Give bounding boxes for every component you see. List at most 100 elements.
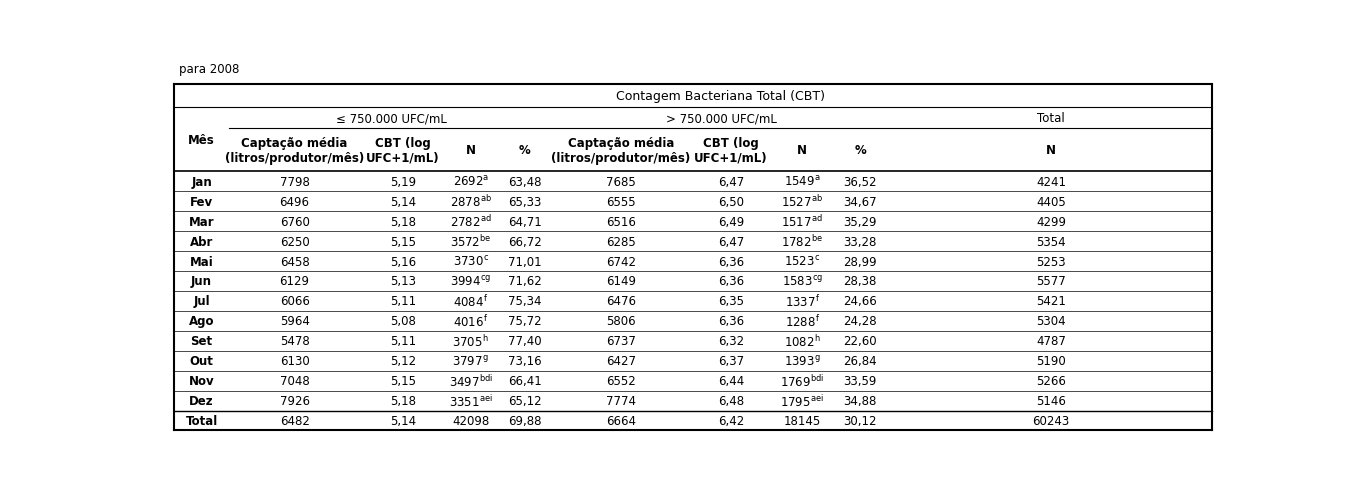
Text: Captação média
(litros/produtor/mês): Captação média (litros/produtor/mês) — [552, 137, 691, 164]
Text: Total: Total — [185, 414, 217, 427]
Text: 5,11: 5,11 — [390, 295, 415, 308]
Text: 24,28: 24,28 — [843, 315, 877, 327]
Text: 5,15: 5,15 — [390, 235, 415, 248]
Text: 3705$^{\mathregular{h}}$: 3705$^{\mathregular{h}}$ — [452, 333, 490, 349]
Text: 7685: 7685 — [606, 176, 635, 188]
Text: 64,71: 64,71 — [507, 215, 541, 228]
Text: 5,18: 5,18 — [390, 215, 415, 228]
Text: 5,14: 5,14 — [390, 195, 415, 208]
Text: 1769$^{\mathregular{bdi}}$: 1769$^{\mathregular{bdi}}$ — [780, 373, 824, 389]
Text: 1782$^{\mathregular{be}}$: 1782$^{\mathregular{be}}$ — [781, 234, 823, 249]
Text: 5,18: 5,18 — [390, 394, 415, 407]
Text: 6555: 6555 — [606, 195, 635, 208]
Text: 5,19: 5,19 — [390, 176, 415, 188]
Text: 42098: 42098 — [452, 414, 490, 427]
Text: Out: Out — [190, 354, 213, 367]
Text: 6742: 6742 — [606, 255, 635, 268]
Text: 1082$^{\mathregular{h}}$: 1082$^{\mathregular{h}}$ — [784, 333, 820, 349]
Text: %: % — [854, 144, 866, 157]
Text: 34,88: 34,88 — [843, 394, 877, 407]
Text: 6066: 6066 — [279, 295, 309, 308]
Text: 6516: 6516 — [606, 215, 635, 228]
Text: 6760: 6760 — [279, 215, 309, 228]
Text: 3730$^{\mathregular{c}}$: 3730$^{\mathregular{c}}$ — [453, 255, 488, 268]
Text: 6427: 6427 — [606, 354, 635, 367]
Text: Abr: Abr — [190, 235, 213, 248]
Text: 6,36: 6,36 — [718, 275, 745, 288]
Text: 6,37: 6,37 — [718, 354, 745, 367]
Text: 4405: 4405 — [1036, 195, 1066, 208]
Text: 71,62: 71,62 — [507, 275, 541, 288]
Text: 5,15: 5,15 — [390, 374, 415, 387]
Text: 5146: 5146 — [1036, 394, 1066, 407]
Text: 3994$^{\mathregular{cg}}$: 3994$^{\mathregular{cg}}$ — [451, 274, 491, 288]
Text: 1393$^{\mathregular{g}}$: 1393$^{\mathregular{g}}$ — [784, 354, 820, 368]
Text: 3572$^{\mathregular{be}}$: 3572$^{\mathregular{be}}$ — [451, 234, 491, 249]
Text: Nov: Nov — [189, 374, 214, 387]
Text: Set: Set — [190, 335, 213, 347]
Text: 2878$^{\mathregular{ab}}$: 2878$^{\mathregular{ab}}$ — [449, 194, 491, 210]
Text: 6,42: 6,42 — [718, 414, 745, 427]
Text: 6496: 6496 — [279, 195, 310, 208]
Text: 34,67: 34,67 — [843, 195, 877, 208]
Text: 5421: 5421 — [1036, 295, 1066, 308]
Text: 6130: 6130 — [279, 354, 309, 367]
Text: > 750.000 UFC/mL: > 750.000 UFC/mL — [666, 112, 777, 125]
Text: 5266: 5266 — [1036, 374, 1066, 387]
Text: 1549$^{\mathregular{a}}$: 1549$^{\mathregular{a}}$ — [784, 175, 820, 189]
Text: 75,34: 75,34 — [507, 295, 541, 308]
Text: 6,48: 6,48 — [718, 394, 745, 407]
Text: 66,72: 66,72 — [507, 235, 541, 248]
Text: 5806: 5806 — [606, 315, 635, 327]
Text: 6,47: 6,47 — [718, 235, 745, 248]
Text: 77,40: 77,40 — [507, 335, 541, 347]
Text: Total: Total — [1037, 112, 1064, 125]
Text: 1523$^{\mathregular{c}}$: 1523$^{\mathregular{c}}$ — [784, 255, 820, 268]
Text: 30,12: 30,12 — [843, 414, 877, 427]
Text: Captação média
(litros/produtor/mês): Captação média (litros/produtor/mês) — [225, 137, 364, 164]
Text: 6552: 6552 — [606, 374, 635, 387]
Text: N: N — [797, 144, 807, 157]
Text: 6476: 6476 — [606, 295, 635, 308]
Text: N: N — [1045, 144, 1056, 157]
Text: 6737: 6737 — [606, 335, 635, 347]
Text: 3497$^{\mathregular{bdi}}$: 3497$^{\mathregular{bdi}}$ — [449, 373, 492, 389]
Text: 6482: 6482 — [279, 414, 309, 427]
Text: 63,48: 63,48 — [507, 176, 541, 188]
Text: 4241: 4241 — [1036, 176, 1066, 188]
Text: Contagem Bacteriana Total (CBT): Contagem Bacteriana Total (CBT) — [616, 90, 826, 103]
Text: Dez: Dez — [189, 394, 214, 407]
Text: Jun: Jun — [192, 275, 212, 288]
Text: 5,13: 5,13 — [390, 275, 415, 288]
Text: 6,36: 6,36 — [718, 315, 745, 327]
Text: para 2008: para 2008 — [179, 63, 240, 76]
Text: 5577: 5577 — [1036, 275, 1066, 288]
Text: 4084$^{\mathregular{f}}$: 4084$^{\mathregular{f}}$ — [453, 293, 488, 309]
Text: 35,29: 35,29 — [843, 215, 877, 228]
Text: 1288$^{\mathregular{f}}$: 1288$^{\mathregular{f}}$ — [785, 313, 820, 329]
Text: 5964: 5964 — [279, 315, 309, 327]
Text: N: N — [465, 144, 476, 157]
Text: 75,72: 75,72 — [507, 315, 541, 327]
Text: 5304: 5304 — [1036, 315, 1066, 327]
Text: Jul: Jul — [193, 295, 210, 308]
Text: 4299: 4299 — [1036, 215, 1066, 228]
Text: 65,33: 65,33 — [509, 195, 541, 208]
Text: 6664: 6664 — [606, 414, 635, 427]
Text: 7774: 7774 — [606, 394, 635, 407]
Text: 71,01: 71,01 — [507, 255, 541, 268]
Text: 33,59: 33,59 — [843, 374, 877, 387]
Text: 6,32: 6,32 — [718, 335, 745, 347]
Text: 6250: 6250 — [279, 235, 309, 248]
Text: 6,49: 6,49 — [718, 215, 745, 228]
Text: 6,50: 6,50 — [718, 195, 745, 208]
Text: 1795$^{\mathregular{aei}}$: 1795$^{\mathregular{aei}}$ — [780, 393, 824, 408]
Text: 4016$^{\mathregular{f}}$: 4016$^{\mathregular{f}}$ — [453, 313, 488, 329]
Text: 6149: 6149 — [606, 275, 635, 288]
Text: CBT (log
UFC+1/mL): CBT (log UFC+1/mL) — [695, 137, 768, 164]
Text: 60243: 60243 — [1032, 414, 1070, 427]
Text: %: % — [519, 144, 530, 157]
Text: 7048: 7048 — [279, 374, 309, 387]
Text: 6285: 6285 — [606, 235, 635, 248]
Text: Ago: Ago — [189, 315, 214, 327]
